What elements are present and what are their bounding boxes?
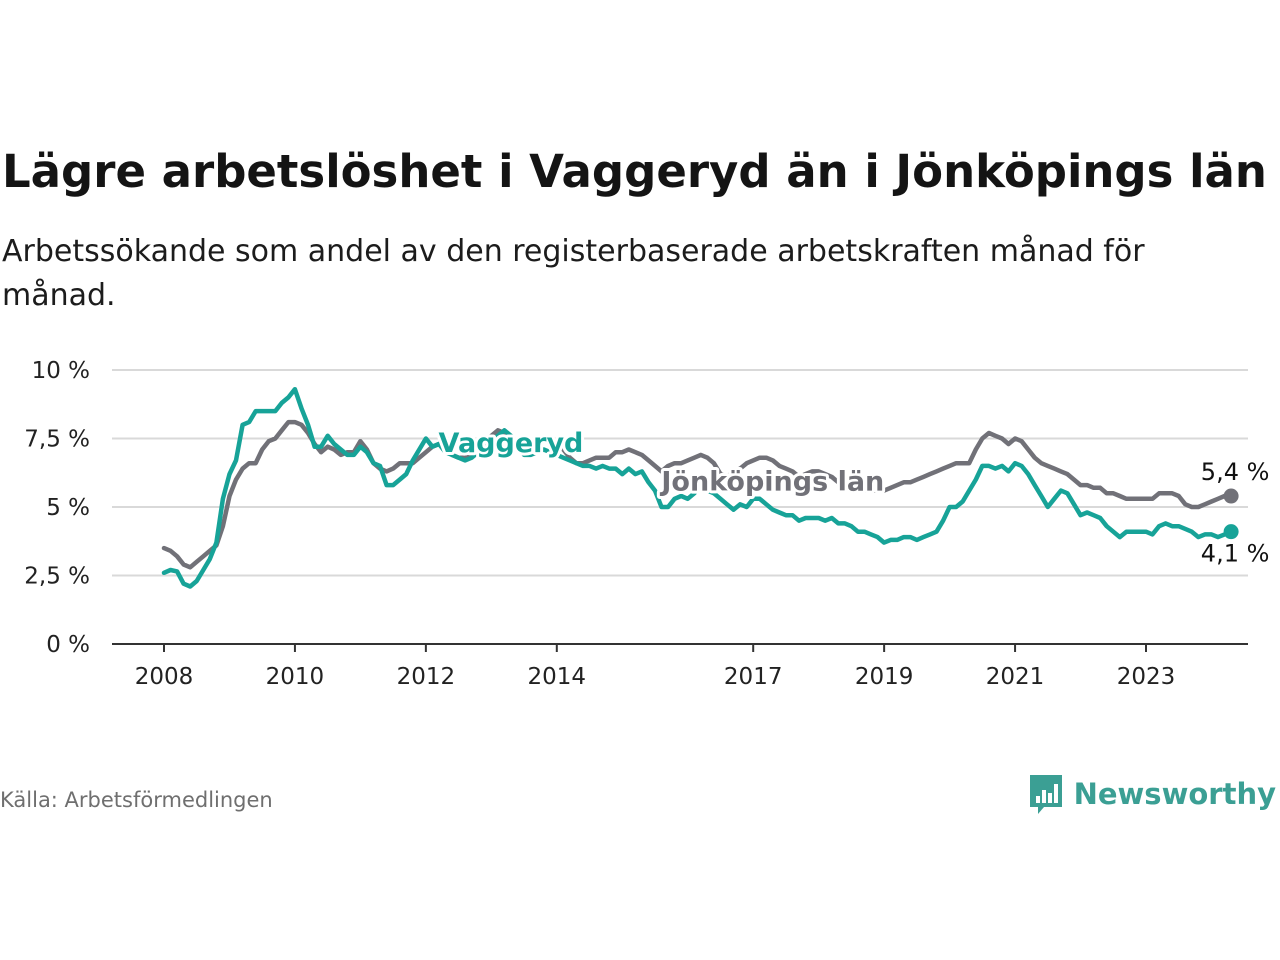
x-tick-label: 2017	[724, 664, 783, 690]
series-line-jonkopings-lan	[161, 419, 1234, 570]
chart-title: Lägre arbetslöshet i Vaggeryd än i Jönkö…	[2, 145, 1267, 198]
brand-logo: Newsworthy	[1028, 772, 1276, 816]
x-tick-label: 2014	[528, 664, 587, 690]
series-lines	[161, 386, 1239, 589]
x-tick-label: 2021	[986, 664, 1045, 690]
chart-subtitle: Arbetssökande som andel av den registerb…	[2, 234, 1145, 313]
x-tick-label: 2010	[266, 664, 325, 690]
brand-name: Newsworthy	[1073, 777, 1276, 811]
y-tick-label: 7,5 %	[24, 427, 90, 453]
series-labels: 5,4 % 4,1 % Vaggeryd Jönköpings län	[436, 425, 1270, 568]
series-label-jonkopings-lan: Jönköpings län	[659, 467, 884, 498]
series-label-vaggeryd: Vaggeryd	[439, 428, 584, 459]
y-tick-label: 0 %	[46, 632, 90, 658]
grid-lines	[112, 369, 1248, 577]
newsworthy-logo-icon	[1029, 775, 1062, 814]
y-tick-label: 5 %	[46, 495, 90, 521]
end-point-vaggeryd	[1223, 524, 1239, 540]
source-note: Källa: Arbetsförmedlingen	[0, 788, 273, 812]
x-tick-label: 2023	[1117, 664, 1176, 690]
x-tick-label: 2019	[855, 664, 914, 690]
y-tick-label: 2,5 %	[24, 564, 90, 590]
end-label-vaggeryd: 4,1 %	[1201, 540, 1270, 568]
end-label-jonkopings-lan: 5,4 %	[1201, 458, 1270, 486]
y-tick-label: 10 %	[32, 358, 90, 384]
end-point-jonkopings-lan	[1223, 488, 1239, 504]
line-chart: 0 % 2,5 % 5 % 7,5 % 10 % 2008 2010 2012 2014 2017…	[24, 358, 1270, 690]
series-line-vaggeryd	[161, 386, 1234, 589]
axes: 0 % 2,5 % 5 % 7,5 % 10 % 2008 2010 2012 2014 2017…	[24, 358, 1248, 690]
x-tick-label: 2008	[135, 664, 194, 690]
x-tick-label: 2012	[397, 664, 456, 690]
